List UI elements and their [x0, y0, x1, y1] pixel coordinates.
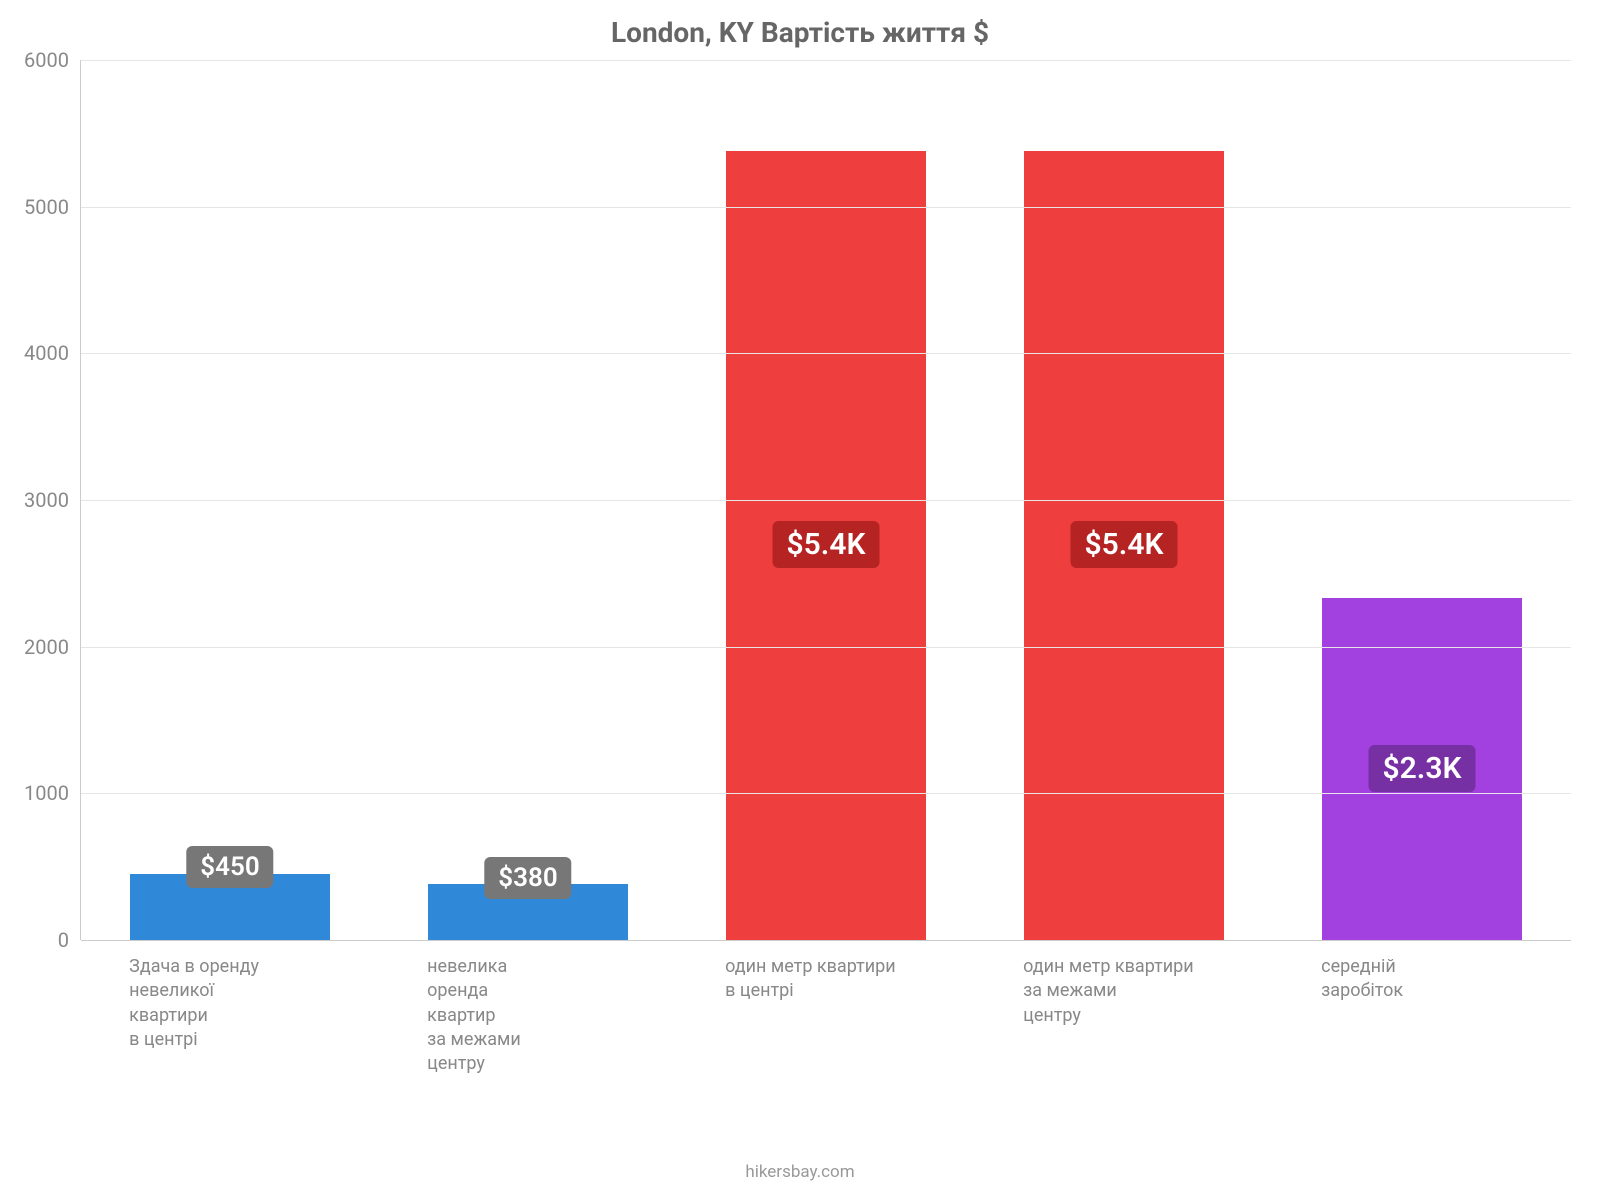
chart-title: London, KY Вартість життя $ [0, 16, 1600, 49]
chart-container: London, KY Вартість життя $ $450$380$5.4… [0, 0, 1600, 1200]
y-tick-label: 3000 [24, 488, 81, 512]
plot-area: $450$380$5.4K$5.4K$2.3K 0100020003000400… [80, 60, 1571, 940]
gridline [81, 353, 1571, 354]
bar [428, 884, 628, 940]
gridline [81, 60, 1571, 61]
gridline [81, 940, 1571, 941]
gridline [81, 207, 1571, 208]
y-tick-label: 6000 [24, 48, 81, 72]
bar [1024, 151, 1224, 940]
y-tick-label: 2000 [24, 635, 81, 659]
bar [1322, 598, 1522, 940]
bar [130, 874, 330, 940]
y-tick-label: 0 [58, 928, 81, 952]
x-axis-label: Здача в орендуневеликоїквартирив центрі [129, 955, 389, 1052]
y-tick-label: 4000 [24, 341, 81, 365]
x-axis-label: невеликаорендаквартирза межамицентру [427, 955, 687, 1076]
attribution-text: hikersbay.com [0, 1162, 1600, 1182]
y-tick-label: 1000 [24, 781, 81, 805]
gridline [81, 647, 1571, 648]
x-axis-label: один метр квартириза межамицентру [1023, 955, 1283, 1028]
y-tick-label: 5000 [24, 195, 81, 219]
bar [726, 151, 926, 940]
gridline [81, 500, 1571, 501]
x-axis-label: один метр квартирив центрі [725, 955, 985, 1004]
x-axis-label: середнійзаробіток [1321, 955, 1581, 1004]
gridline [81, 793, 1571, 794]
